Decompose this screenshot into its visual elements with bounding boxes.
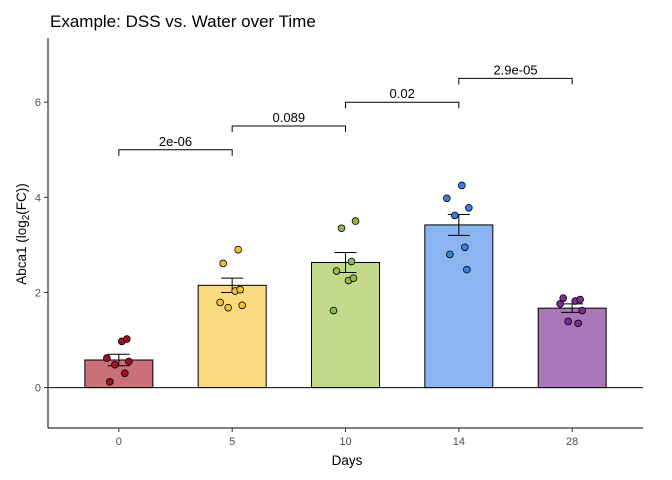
p-value-label: 2e-06	[159, 134, 192, 149]
bar-day-5	[197, 284, 267, 389]
y-axis-title-subscript: 2	[21, 214, 32, 220]
y-tick-label: 0	[35, 383, 41, 395]
data-point	[219, 259, 227, 268]
data-point	[106, 378, 114, 386]
data-point	[337, 224, 346, 233]
y-tick-label: 6	[35, 97, 41, 109]
data-point	[351, 217, 360, 225]
data-point	[329, 306, 338, 315]
data-point	[578, 306, 586, 315]
data-point	[234, 245, 242, 254]
data-point	[463, 265, 471, 274]
data-point	[238, 301, 246, 310]
p-value-label: 2.9e-05	[493, 62, 537, 77]
x-tick-label: 0	[116, 436, 122, 448]
data-point	[559, 294, 567, 302]
data-point	[451, 211, 459, 220]
significance-bracket	[118, 149, 233, 156]
data-point	[443, 194, 451, 203]
data-point	[103, 354, 111, 362]
data-point	[111, 360, 119, 369]
data-point	[224, 303, 232, 312]
data-point	[125, 357, 133, 366]
y-axis-title: Abca1 (log2(FC))	[14, 183, 32, 285]
data-point	[576, 295, 584, 304]
data-point	[461, 243, 469, 252]
significance-bracket	[231, 125, 346, 132]
bar-day-14	[424, 224, 494, 389]
x-tick-label: 10	[339, 436, 351, 448]
y-tick-label: 4	[35, 192, 41, 204]
data-point	[465, 203, 473, 212]
bar-day-10	[311, 261, 380, 389]
x-tick-label: 28	[566, 436, 578, 448]
data-point	[458, 181, 466, 190]
data-point	[564, 317, 572, 326]
y-tick-label: 2	[35, 287, 41, 299]
x-tick-label: 5	[229, 436, 235, 448]
p-value-label: 0.089	[273, 110, 306, 125]
bar-day-28	[537, 307, 607, 389]
data-point	[332, 267, 341, 275]
plot-area: 0 2 4 6 0 5 10 14 28 2e-06 0.089 0.02 2.9e-05	[35, 38, 643, 448]
p-value-label: 0.02	[390, 86, 415, 101]
data-point	[349, 274, 358, 282]
y-axis-title-suffix: (FC))	[14, 183, 29, 214]
x-axis-title: Days	[332, 453, 363, 468]
data-point	[236, 285, 244, 294]
data-point	[216, 298, 224, 307]
data-point	[121, 369, 129, 378]
significance-bracket	[345, 101, 460, 109]
data-point	[123, 335, 131, 343]
significance-bracket	[458, 77, 573, 85]
x-tick-label: 14	[453, 436, 465, 448]
chart-title: Example: DSS vs. Water over Time	[50, 12, 316, 31]
data-point	[574, 319, 582, 328]
data-point	[347, 257, 356, 266]
data-point	[446, 250, 454, 259]
y-axis-title-prefix: Abca1 (log	[14, 220, 29, 285]
